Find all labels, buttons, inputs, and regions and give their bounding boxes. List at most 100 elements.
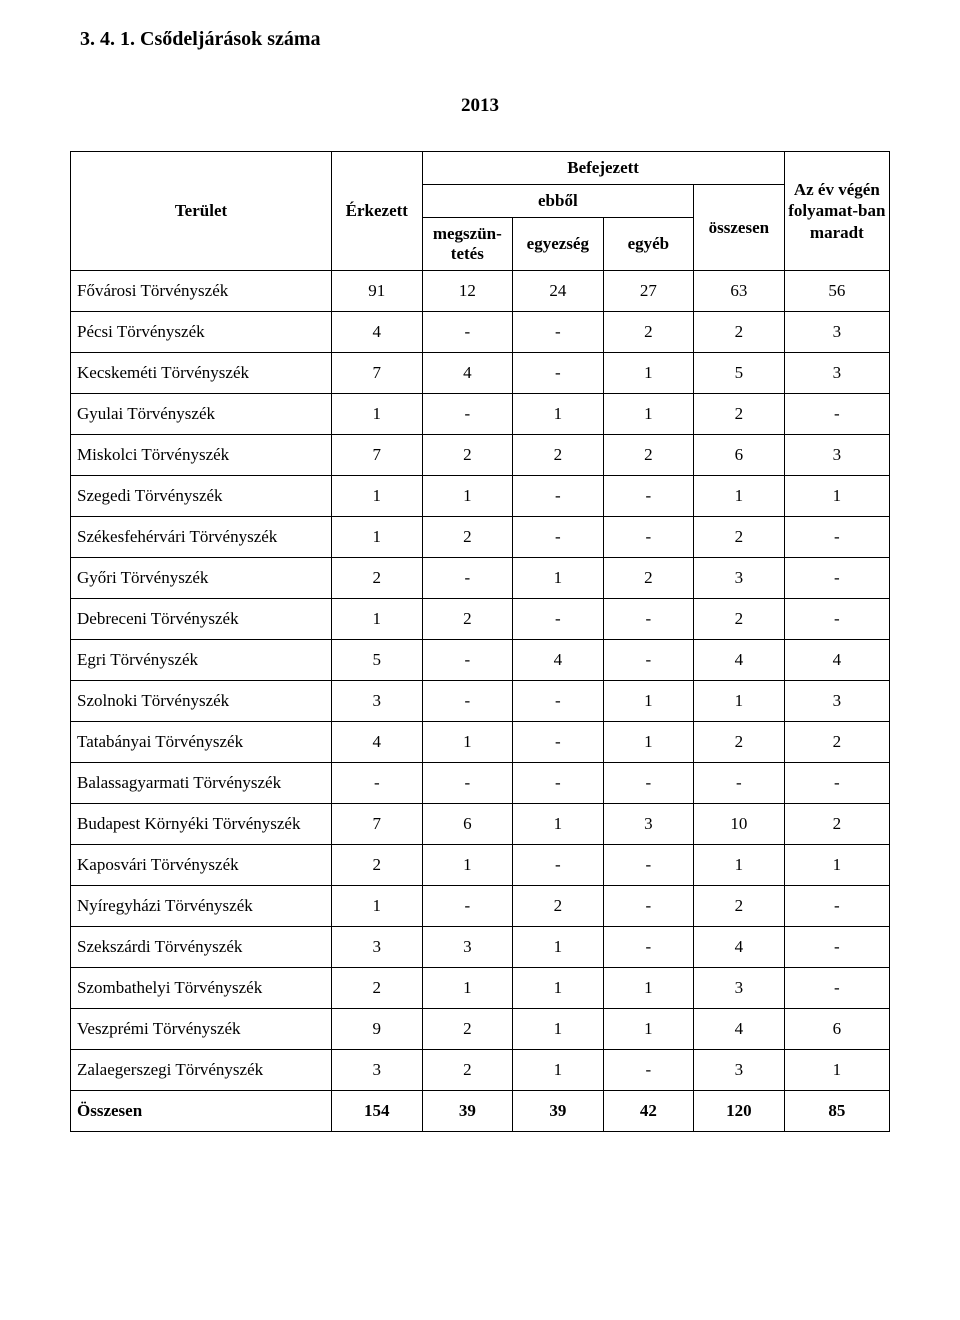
cell-osszesen: 2 (694, 394, 785, 435)
cell-erkezett: 9 (332, 1009, 423, 1050)
cell-egyeb: - (603, 1050, 694, 1091)
row-label: Szombathelyi Törvényszék (71, 968, 332, 1009)
col-header-terulet: Terület (71, 152, 332, 271)
row-label: Gyulai Törvényszék (71, 394, 332, 435)
table-row: Zalaegerszegi Törvényszék321-31 (71, 1050, 890, 1091)
cell-megszuntetes: - (422, 763, 513, 804)
table-row: Nyíregyházi Törvényszék1-2-2- (71, 886, 890, 927)
cell-erkezett: 1 (332, 394, 423, 435)
year-label: 2013 (70, 95, 890, 117)
row-label: Kaposvári Törvényszék (71, 845, 332, 886)
table-row: Szegedi Törvényszék11--11 (71, 476, 890, 517)
row-label: Szegedi Törvényszék (71, 476, 332, 517)
cell-erkezett: 1 (332, 476, 423, 517)
cell-egyezseg: 1 (513, 1050, 604, 1091)
cell-erkezett: 7 (332, 353, 423, 394)
table-row: Kecskeméti Törvényszék74-153 (71, 353, 890, 394)
col-header-egyezseg: egyezség (513, 218, 604, 271)
cell-maradt: 3 (784, 353, 889, 394)
data-table: Terület Érkezett Befejezett Az év végén … (70, 151, 890, 1132)
total-label: Összesen (71, 1091, 332, 1132)
cell-egyezseg: - (513, 681, 604, 722)
table-row: Gyulai Törvényszék1-112- (71, 394, 890, 435)
cell-megszuntetes: - (422, 681, 513, 722)
cell-egyezseg: 1 (513, 394, 604, 435)
table-row: Tatabányai Törvényszék41-122 (71, 722, 890, 763)
cell-egyeb: 1 (603, 394, 694, 435)
cell-maradt: 1 (784, 476, 889, 517)
cell-osszesen: 2 (694, 312, 785, 353)
cell-maradt: - (784, 763, 889, 804)
row-label: Szekszárdi Törvényszék (71, 927, 332, 968)
cell-osszesen: 63 (694, 271, 785, 312)
cell-erkezett: 91 (332, 271, 423, 312)
cell-maradt: - (784, 599, 889, 640)
cell-egyeb: 1 (603, 353, 694, 394)
cell-maradt: - (784, 927, 889, 968)
cell-egyezseg: 24 (513, 271, 604, 312)
table-row: Debreceni Törvényszék12--2- (71, 599, 890, 640)
row-label: Kecskeméti Törvényszék (71, 353, 332, 394)
cell-erkezett: 4 (332, 312, 423, 353)
cell-maradt: - (784, 968, 889, 1009)
total-egyezseg: 39 (513, 1091, 604, 1132)
cell-maradt: 2 (784, 804, 889, 845)
row-label: Budapest Környéki Törvényszék (71, 804, 332, 845)
cell-egyeb: - (603, 640, 694, 681)
cell-maradt: 3 (784, 681, 889, 722)
cell-erkezett: 4 (332, 722, 423, 763)
total-egyeb: 42 (603, 1091, 694, 1132)
col-header-befejezett: Befejezett (422, 152, 784, 185)
cell-erkezett: 3 (332, 1050, 423, 1091)
cell-osszesen: 3 (694, 968, 785, 1009)
cell-egyezseg: - (513, 476, 604, 517)
cell-erkezett: - (332, 763, 423, 804)
cell-erkezett: 1 (332, 517, 423, 558)
row-label: Győri Törvényszék (71, 558, 332, 599)
cell-egyeb: - (603, 927, 694, 968)
cell-egyezseg: 1 (513, 558, 604, 599)
cell-erkezett: 2 (332, 968, 423, 1009)
cell-maradt: 1 (784, 1050, 889, 1091)
table-row: Szombathelyi Törvényszék21113- (71, 968, 890, 1009)
cell-megszuntetes: - (422, 312, 513, 353)
cell-megszuntetes: 3 (422, 927, 513, 968)
total-maradt: 85 (784, 1091, 889, 1132)
cell-erkezett: 1 (332, 886, 423, 927)
cell-osszesen: 2 (694, 517, 785, 558)
header-row-1: Terület Érkezett Befejezett Az év végén … (71, 152, 890, 185)
cell-egyeb: - (603, 886, 694, 927)
cell-osszesen: 4 (694, 1009, 785, 1050)
table-row: Egri Törvényszék5-4-44 (71, 640, 890, 681)
row-label: Egri Törvényszék (71, 640, 332, 681)
col-header-osszesen: összesen (694, 185, 785, 271)
cell-egyezseg: - (513, 722, 604, 763)
cell-osszesen: 2 (694, 599, 785, 640)
cell-megszuntetes: 12 (422, 271, 513, 312)
cell-egyeb: 1 (603, 968, 694, 1009)
table-row: Budapest Környéki Törvényszék7613102 (71, 804, 890, 845)
table-row: Székesfehérvári Törvényszék12--2- (71, 517, 890, 558)
cell-erkezett: 7 (332, 435, 423, 476)
table-row: Pécsi Törvényszék4--223 (71, 312, 890, 353)
cell-megszuntetes: 2 (422, 1050, 513, 1091)
row-label: Pécsi Törvényszék (71, 312, 332, 353)
cell-egyeb: - (603, 476, 694, 517)
cell-erkezett: 7 (332, 804, 423, 845)
cell-erkezett: 2 (332, 845, 423, 886)
cell-osszesen: 1 (694, 681, 785, 722)
col-header-erkezett: Érkezett (332, 152, 423, 271)
col-header-egyeb: egyéb (603, 218, 694, 271)
page-title: 3. 4. 1. Csődeljárások száma (80, 28, 890, 51)
cell-erkezett: 2 (332, 558, 423, 599)
cell-megszuntetes: 4 (422, 353, 513, 394)
table-row: Szekszárdi Törvényszék331-4- (71, 927, 890, 968)
cell-egyeb: 2 (603, 558, 694, 599)
cell-maradt: 3 (784, 312, 889, 353)
total-erkezett: 154 (332, 1091, 423, 1132)
cell-egyezseg: - (513, 763, 604, 804)
cell-erkezett: 1 (332, 599, 423, 640)
cell-megszuntetes: 2 (422, 517, 513, 558)
table-row: Miskolci Törvényszék722263 (71, 435, 890, 476)
row-label: Tatabányai Törvényszék (71, 722, 332, 763)
